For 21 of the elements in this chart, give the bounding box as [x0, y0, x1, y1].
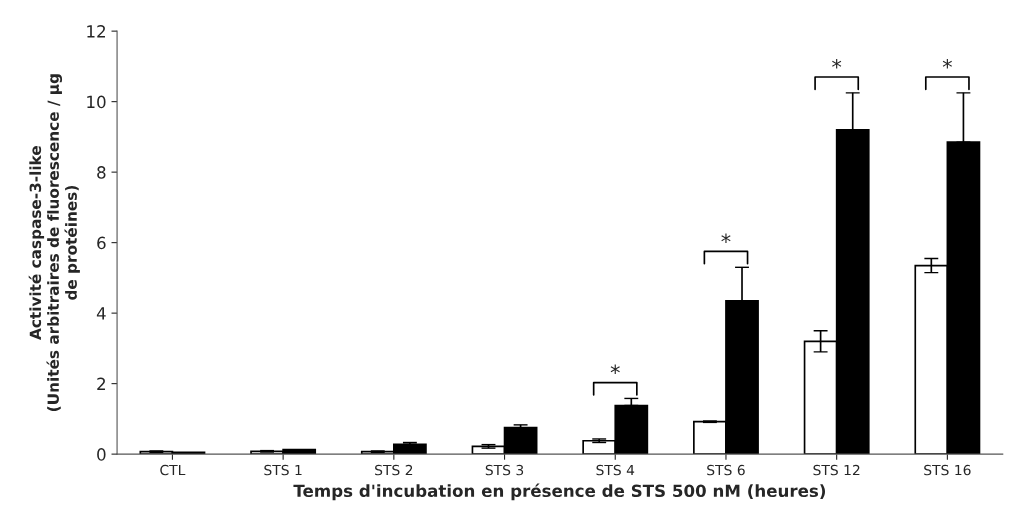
annotation: *: [610, 364, 620, 375]
x-tick-label: STS 3: [485, 464, 524, 476]
x-tick-label: CTL: [160, 464, 186, 476]
x-tick-label: STS 16: [924, 464, 971, 476]
x-axis-title: Temps d'incubation en présence de STS 500 nM (heures): [293, 483, 826, 501]
x-tick-label: STS 12: [813, 464, 860, 476]
y-tick-label: 10: [87, 95, 106, 109]
y-tick-label: 2: [97, 377, 105, 390]
x-tick-label: STS 6: [707, 464, 745, 476]
x-tick-label: STS 2: [375, 464, 413, 476]
y-tick-label: 6: [97, 236, 106, 250]
y-tick-label: 4: [96, 307, 106, 320]
y-tick-label: 0: [97, 448, 106, 461]
x-tick-label: STS 4: [596, 464, 635, 476]
annotation: *: [942, 58, 952, 69]
x-tick-label: STS 1: [264, 464, 302, 476]
annotation: *: [832, 58, 842, 69]
annotation: *: [721, 233, 731, 243]
y-tick-label: 8: [97, 166, 106, 179]
y-axis-title: Activité caspase-3-like (Unités arbitraires de fluorescence / µg de protéines): [28, 74, 80, 411]
y-tick-label: 12: [87, 25, 105, 38]
